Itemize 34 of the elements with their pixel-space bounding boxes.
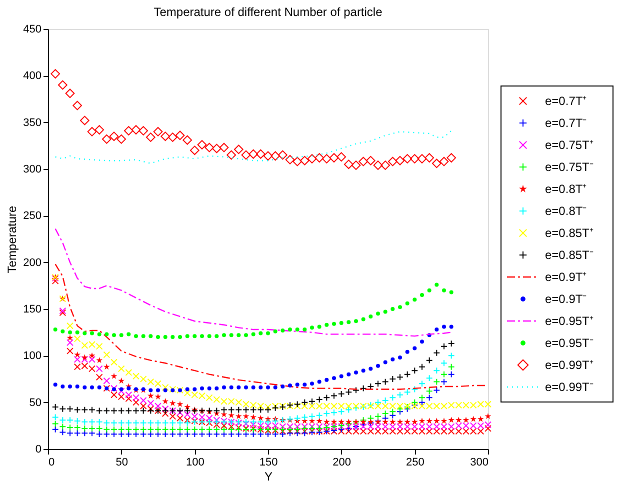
y-tick-label: 150 [23, 304, 42, 316]
legend-label: e=0.99T⁻ [545, 380, 594, 394]
legend-label: e=0.85T⁻ [545, 248, 594, 262]
legend-label: e=0.9T⁻ [545, 292, 587, 306]
x-tick-label: 150 [259, 456, 278, 468]
legend-label: e=0.99T⁺ [545, 358, 594, 372]
y-axis-title: Temperature [5, 205, 20, 274]
legend-label: e=0.8T⁺ [545, 182, 587, 196]
x-tick-label: 50 [116, 456, 128, 468]
chart-title: Temperature of different Number of particle [154, 5, 383, 19]
legend-label: e=0.8T⁻ [545, 204, 587, 218]
legend-label: e=0.85T⁺ [545, 226, 594, 240]
legend-label: e=0.7T⁺ [545, 94, 587, 108]
legend-label: e=0.95T⁻ [545, 336, 594, 350]
x-axis-title: Y [264, 470, 273, 484]
y-tick-label: 300 [23, 164, 42, 176]
x-tick-label: 100 [186, 456, 204, 468]
y-tick-label: 400 [23, 70, 42, 82]
legend-label: e=0.7T⁻ [545, 116, 587, 130]
y-tick-label: 250 [23, 210, 42, 222]
legend-label: e=0.95T⁺ [545, 314, 594, 328]
x-tick-label: 300 [470, 456, 488, 468]
legend-label: e=0.9T⁺ [545, 270, 587, 284]
legend-label: e=0.75T⁺ [545, 138, 594, 152]
legend-label: e=0.75T⁻ [545, 160, 594, 174]
y-tick-label: 50 [29, 396, 42, 409]
y-tick-label: 0 [35, 444, 42, 456]
x-tick-label: 250 [406, 456, 424, 468]
x-tick-label: 0 [48, 456, 55, 468]
y-tick-label: 450 [23, 24, 42, 36]
y-tick-label: 100 [23, 350, 42, 362]
x-tick-label: 200 [332, 456, 352, 468]
y-tick-label: 200 [23, 256, 42, 269]
y-tick-label: 350 [23, 116, 42, 129]
